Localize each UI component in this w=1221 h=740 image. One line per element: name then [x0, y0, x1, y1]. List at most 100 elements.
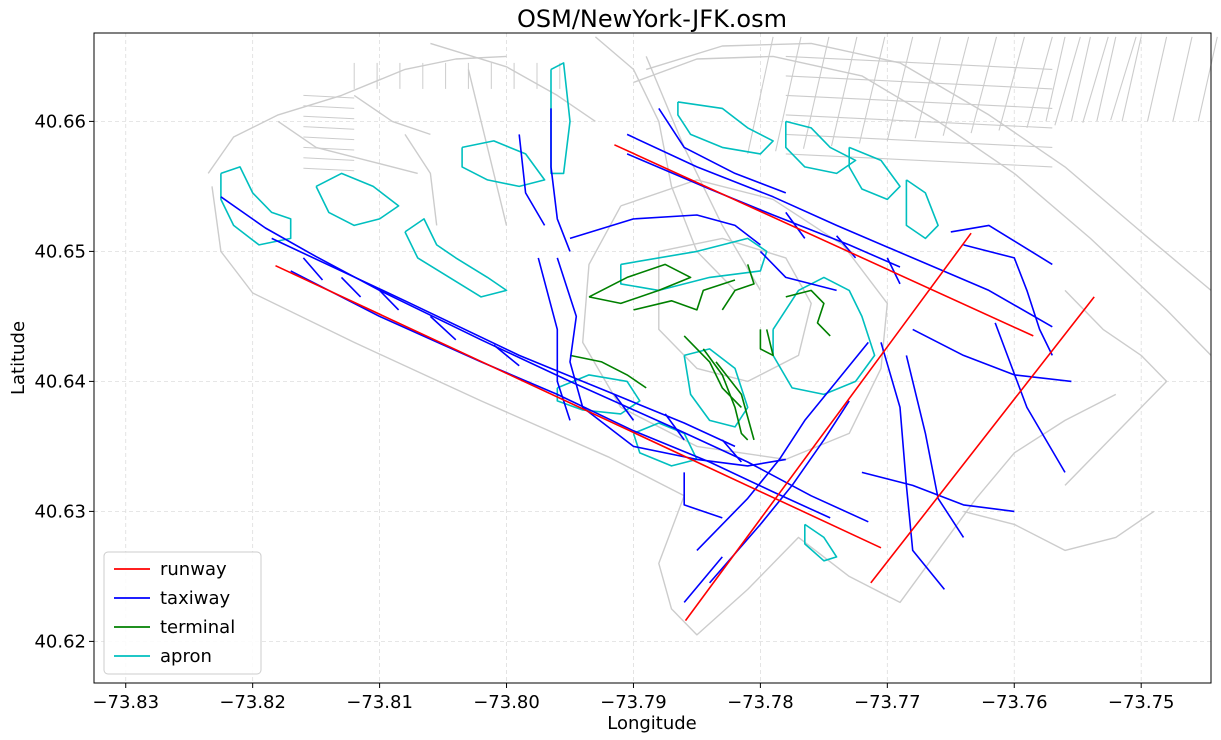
y-tick-label: 40.64 [34, 371, 86, 392]
background-street [785, 133, 1053, 148]
background-street [1026, 36, 1053, 129]
taxiway-line [861, 471, 1015, 513]
taxiway-line [683, 556, 723, 603]
taxiway-line [550, 108, 571, 252]
runway-line [614, 144, 1034, 337]
apron-outline [677, 101, 774, 155]
apron-outline [556, 374, 641, 415]
x-tick-label: −73.78 [727, 692, 794, 713]
apron-outline [848, 146, 901, 201]
background-street [785, 114, 1053, 129]
background-street [303, 126, 355, 130]
background-street [1070, 36, 1091, 122]
taxiway-line [905, 355, 965, 538]
taxiway-line [493, 344, 520, 367]
taxiway-layer [220, 107, 1072, 603]
background-street [747, 36, 774, 155]
apron-outline [683, 348, 749, 428]
y-tick-label: 40.62 [34, 631, 86, 652]
taxiway-line [664, 413, 685, 441]
terminal-outline [715, 361, 755, 441]
background-street [785, 94, 1053, 109]
x-tick-label: −73.82 [219, 692, 286, 713]
terminal-outline [588, 263, 692, 305]
taxiway-line [537, 257, 571, 421]
taxiway-line [290, 270, 831, 519]
background-street [1146, 36, 1168, 122]
background-street [303, 105, 355, 109]
background-road [211, 186, 1117, 636]
background-street [802, 36, 830, 149]
background-street [998, 36, 1025, 131]
background-street [942, 36, 970, 136]
background-street [1082, 36, 1109, 123]
taxiway-line [708, 400, 850, 584]
background-road [353, 94, 431, 136]
y-tick-label: 40.63 [34, 501, 86, 522]
background-road [430, 42, 596, 122]
background-road [277, 120, 418, 175]
background-road [404, 134, 438, 226]
legend: runway taxiway terminal apron [103, 551, 262, 675]
background-road [594, 36, 736, 291]
terminal-layer [569, 263, 831, 441]
taxiway-line [569, 214, 761, 246]
background-street [858, 36, 886, 144]
apron-outline [905, 179, 939, 240]
background-road [963, 510, 1155, 552]
taxiway-line [626, 133, 1053, 328]
taxiway-line [886, 257, 901, 285]
background-street [775, 36, 802, 152]
background-street [303, 94, 355, 99]
taxiway-line [613, 393, 635, 421]
apron-outline [784, 120, 857, 175]
apron-outline [315, 172, 400, 227]
apron-outline [619, 237, 768, 292]
x-tick-label: −73.83 [92, 692, 159, 713]
background-road [633, 55, 1212, 356]
taxiway-line [379, 289, 400, 311]
background-street [785, 153, 1053, 168]
background-street [785, 75, 1053, 90]
taxiway-line [912, 328, 1072, 383]
background-street [1110, 36, 1137, 121]
apron-outline [803, 523, 838, 562]
background-street [1121, 36, 1142, 122]
apron-outline [772, 276, 876, 396]
apron-outline [220, 166, 292, 246]
background-street [914, 36, 942, 139]
legend-label-terminal: terminal [160, 617, 235, 638]
taxiway-line [880, 342, 946, 590]
terminal-outline [759, 329, 774, 357]
plot-frame [93, 32, 1212, 684]
terminal-outline [721, 264, 755, 311]
x-ticks: −73.83 −73.82 −73.81 −73.80 −73.79 −73.78 −73.… [92, 683, 1175, 713]
taxiway-line [683, 472, 723, 519]
taxiway-line [302, 257, 324, 281]
legend-label-runway: runway [160, 559, 227, 580]
y-axis-label: Latitude [8, 321, 29, 395]
legend-label-apron: apron [160, 646, 212, 667]
background-road [1064, 289, 1168, 486]
y-tick-label: 40.65 [34, 241, 86, 262]
background-street [886, 36, 914, 142]
x-tick-label: −73.75 [1108, 692, 1175, 713]
chart-title: OSM/NewYork-JFK.osm [517, 5, 787, 33]
taxiway-line [721, 439, 743, 463]
background-road [467, 69, 508, 226]
taxiway-line [658, 107, 787, 194]
taxiway-line [994, 322, 1066, 473]
apron-outline [461, 140, 546, 188]
taxiway-line [696, 341, 869, 551]
taxiway-line [950, 224, 1053, 266]
legend-items: runway taxiway terminal apron [114, 559, 235, 667]
taxiway-line [556, 257, 786, 467]
background-road [582, 179, 888, 461]
background-street [303, 167, 355, 172]
background-street [785, 55, 1053, 70]
y-tick-label: 40.66 [34, 111, 86, 132]
apron-layer [220, 62, 939, 562]
terminal-outline [633, 279, 736, 311]
